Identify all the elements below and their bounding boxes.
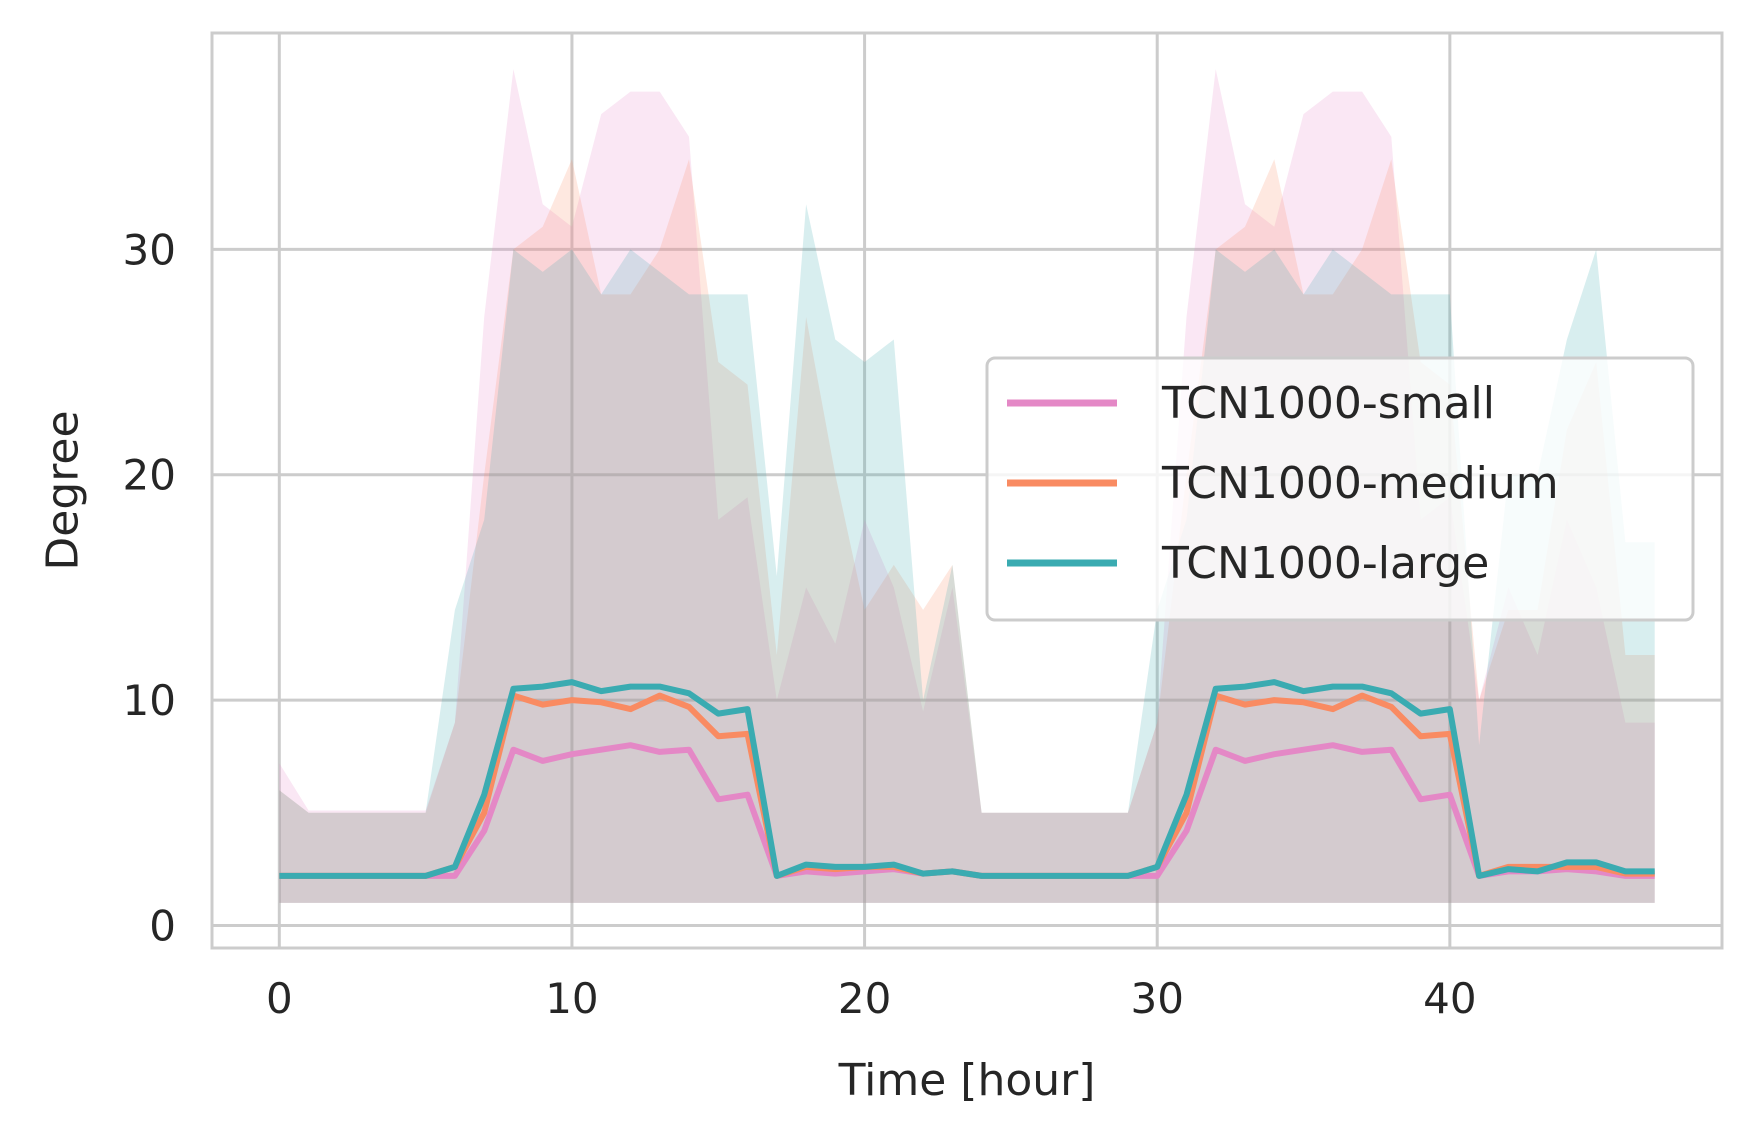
band-TCN1000-small xyxy=(279,69,1655,903)
y-tick-label: 10 xyxy=(123,676,176,725)
x-tick-label: 10 xyxy=(545,974,598,1023)
plot-frame xyxy=(210,31,1724,950)
y-tick-label: 0 xyxy=(149,901,176,950)
y-tick-label: 20 xyxy=(123,451,176,500)
legend-label: TCN1000-medium xyxy=(1161,458,1559,509)
x-tick-label: 30 xyxy=(1130,974,1183,1023)
tick-labels: 0 10 20 30 40 0 10 20 30 xyxy=(123,225,1477,1023)
y-axis-label: Degree xyxy=(37,410,88,570)
x-tick-label: 0 xyxy=(266,974,293,1023)
line-TCN1000-large xyxy=(279,679,1655,879)
y-tick-label: 30 xyxy=(123,225,176,274)
band-TCN1000-medium xyxy=(279,159,1655,903)
legend-box xyxy=(985,356,1695,622)
legend-label: TCN1000-large xyxy=(1161,538,1489,589)
mean-lines xyxy=(279,679,1655,879)
x-tick-label: 40 xyxy=(1423,974,1476,1023)
x-tick-label: 20 xyxy=(838,974,891,1023)
legend: TCN1000-small TCN1000-medium TCN1000-large xyxy=(985,356,1695,622)
legend-label: TCN1000-small xyxy=(1161,378,1495,429)
x-axis-label: Time [hour] xyxy=(838,1055,1096,1106)
